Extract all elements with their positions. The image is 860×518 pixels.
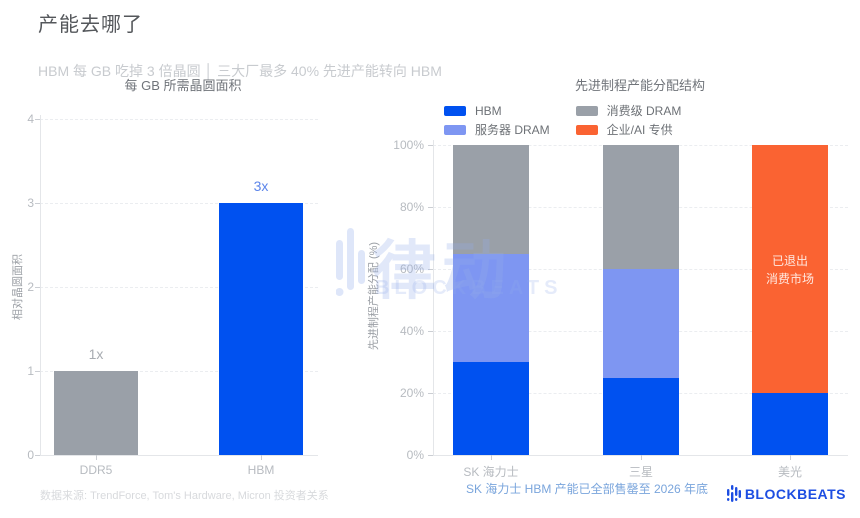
left-bar-DDR5 [54, 371, 138, 455]
micron-bar-annotation: 已退出 消费市场 [740, 252, 840, 288]
right-ytick-label: 100% [393, 138, 424, 152]
micron-bar-annotation-line1: 已退出 [771, 254, 808, 268]
legend-swatch-enterprise-ai [575, 124, 598, 135]
legend-swatch-hbm [444, 105, 466, 116]
micron-bar-annotation-line2: 消费市场 [765, 272, 814, 286]
legend-swatch-consumer-dram [575, 105, 598, 116]
right-xtick-mark [491, 455, 492, 460]
left-bar-value-label: 3x [253, 178, 269, 194]
right-ytick-mark [428, 393, 433, 394]
right-x-axis-spine [433, 455, 848, 456]
legend-item-enterprise-ai: 企业/AI 专供 [575, 122, 682, 137]
left-ytick-mark [35, 371, 40, 372]
right-ytick-mark [428, 331, 433, 332]
right-ytick-label: 40% [399, 324, 424, 338]
left-ytick-label: 3 [27, 196, 34, 210]
right-ytick-label: 80% [399, 200, 424, 214]
left-bar-value-label: 1x [88, 346, 104, 362]
sk-hynix-soldout-note: SK 海力士 HBM 产能已全部售罄至 2026 年底 [465, 482, 709, 496]
left-ytick-mark [35, 287, 40, 288]
left-x-axis-spine [40, 455, 318, 456]
right-chart-title: 先进制程产能分配结构 [574, 78, 706, 93]
right-ytick-label: 0% [406, 448, 424, 462]
left-xtick-mark [96, 455, 97, 460]
left-ytick-label: 0 [27, 448, 34, 462]
right-bar-segment [453, 254, 529, 362]
left-xtick-label: DDR5 [79, 463, 113, 477]
right-bar-segment [453, 362, 529, 455]
left-ytick-label: 2 [27, 280, 34, 294]
right-ytick-mark [428, 145, 433, 146]
blockbeats-logo-icon [726, 485, 741, 502]
right-bar-segment [453, 145, 529, 254]
legend-item-consumer-dram: 消费级 DRAM [575, 103, 682, 118]
right-bar-segment [603, 378, 679, 455]
right-ytick-mark [428, 207, 433, 208]
figure-subtitle: HBM 每 GB 吃掉 3 倍晶圆 │ 三大厂最多 40% 先进产能转向 HBM [38, 63, 442, 79]
blockbeats-logo: BLOCKBEATS [726, 485, 846, 502]
right-xtick-mark [790, 455, 791, 460]
legend: HBM 服务器 DRAM 消费级 DRAM 企业/AI 专供 [444, 103, 681, 137]
legend-swatch-server-dram [444, 124, 466, 135]
right-xtick-label: SK 海力士 [463, 465, 519, 479]
legend-label-hbm: HBM [475, 103, 502, 118]
left-ytick-label: 1 [27, 364, 34, 378]
right-ytick-mark [428, 269, 433, 270]
left-xtick-label: HBM [247, 463, 275, 477]
left-ytick-mark [35, 455, 40, 456]
left-chart-title: 每 GB 所需晶圆面积 [124, 78, 242, 93]
left-gridline [40, 119, 318, 120]
right-ytick-label: 20% [399, 386, 424, 400]
left-bar-HBM [219, 203, 303, 455]
left-xtick-mark [261, 455, 262, 460]
right-xtick-label: 三星 [628, 465, 653, 479]
right-xtick-label: 美光 [777, 465, 802, 479]
left-ytick-mark [35, 203, 40, 204]
left-ytick-label: 4 [27, 112, 34, 126]
legend-item-server-dram: 服务器 DRAM [444, 122, 550, 137]
left-y-axis-spine [40, 115, 41, 455]
figure-title: 产能去哪了 [38, 14, 143, 36]
right-bar-segment [752, 145, 828, 393]
right-bar-segment [603, 269, 679, 378]
blockbeats-logo-text: BLOCKBEATS [744, 485, 846, 502]
right-ytick-label: 60% [399, 262, 424, 276]
right-xtick-mark [641, 455, 642, 460]
legend-label-enterprise-ai: 企业/AI 专供 [606, 123, 673, 137]
right-ytick-mark [428, 455, 433, 456]
watermark-blockbeats-icon [335, 228, 366, 309]
right-bar-segment [603, 145, 679, 269]
data-source-note: 数据来源: TrendForce, Tom's Hardware, Micron… [40, 490, 329, 502]
legend-label-server-dram: 服务器 DRAM [475, 123, 550, 137]
left-ytick-mark [35, 119, 40, 120]
legend-label-consumer-dram: 消费级 DRAM [606, 104, 682, 118]
legend-item-hbm: HBM [444, 103, 550, 118]
left-gridline [40, 203, 318, 204]
right-y-axis-spine [433, 140, 434, 455]
left-gridline [40, 287, 318, 288]
left-gridline [40, 371, 318, 372]
right-bar-segment [752, 393, 828, 455]
